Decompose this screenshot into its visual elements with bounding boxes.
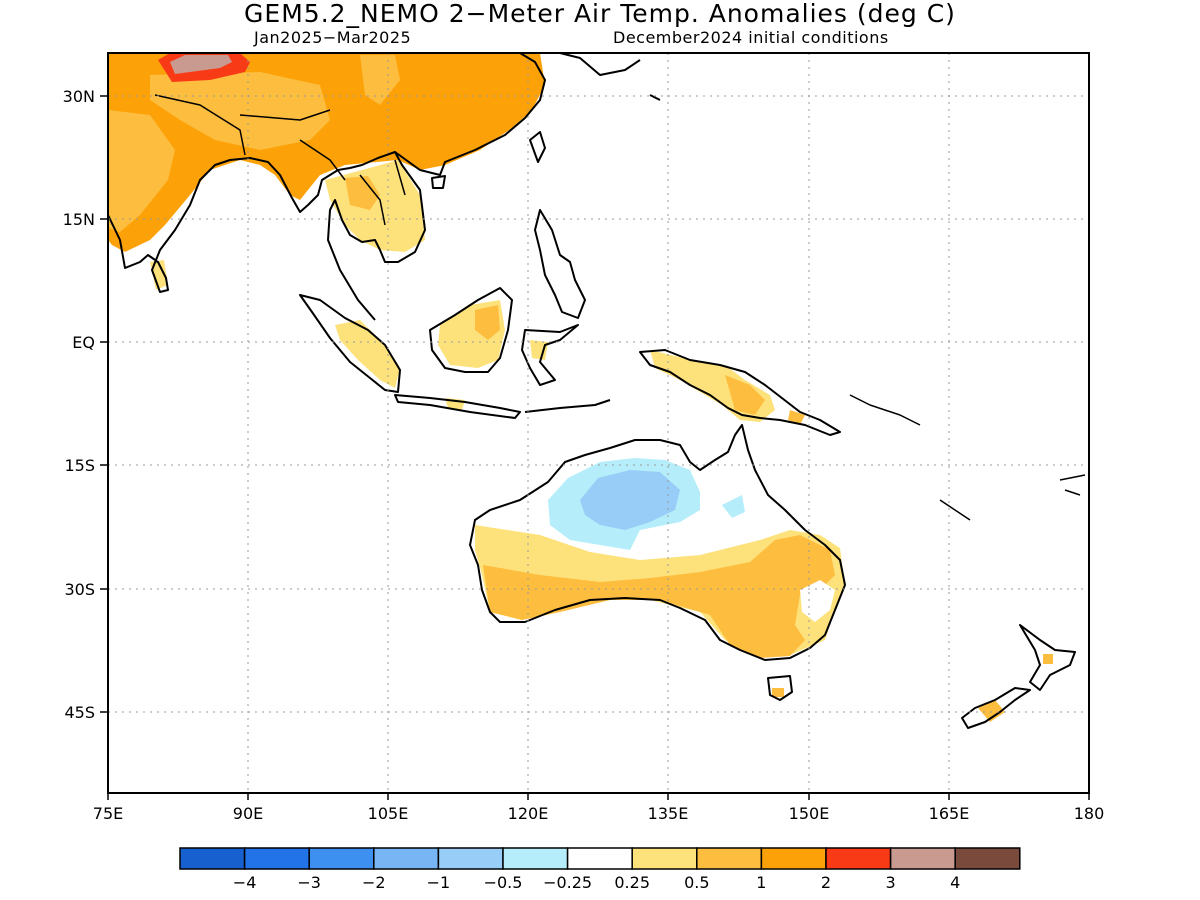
anomaly-region-nz-south <box>978 700 1005 722</box>
coastline-inner-borders <box>154 94 406 226</box>
legend-swatch <box>373 847 440 870</box>
legend-label: −0.25 <box>543 873 592 892</box>
lat-label-30n: 30N <box>63 87 95 106</box>
initial-conditions: December2024 initial conditions <box>613 28 889 47</box>
lat-label-15n: 15N <box>63 210 95 229</box>
lat-label-15s: 15S <box>64 456 95 475</box>
lon-label-90e: 90E <box>233 804 263 823</box>
coastline-nz-north <box>1019 624 1076 691</box>
coastline-tasmania <box>767 675 793 701</box>
anomaly-region-thailand <box>345 176 380 210</box>
legend-swatch <box>760 847 827 870</box>
anomaly-region-png-east <box>788 410 805 425</box>
anomaly-region-sulawesi <box>530 340 548 360</box>
anomaly-region-tasmania <box>772 688 784 697</box>
coastline-pacific-islands <box>849 394 1086 521</box>
legend-swatch <box>825 847 892 870</box>
anomaly-region-sri-lanka <box>150 260 168 290</box>
legend-swatch <box>631 847 698 870</box>
legend-swatch <box>502 847 569 870</box>
forecast-period: Jan2025−Mar2025 <box>254 28 412 47</box>
anomaly-shading <box>108 53 1053 722</box>
anomaly-region-mongolia-peak <box>170 55 232 74</box>
color-legend <box>179 847 1021 870</box>
lon-label-150e: 150E <box>789 804 830 823</box>
lat-label-30s: 30S <box>64 580 95 599</box>
legend-label: 4 <box>950 873 960 892</box>
coastline-china-east <box>394 53 546 176</box>
legend-label: −3 <box>297 873 321 892</box>
axis-ticks <box>100 95 1090 800</box>
anomaly-region-nz-north <box>1043 654 1053 664</box>
lon-label-165e: 165E <box>929 804 970 823</box>
coastline-australia <box>469 424 846 661</box>
coastline-java <box>394 394 521 419</box>
lon-label-120e: 120E <box>508 804 549 823</box>
anomaly-region-china-east <box>360 55 400 105</box>
coastline-hainan <box>431 175 446 189</box>
coastline-philippines <box>534 209 586 319</box>
anomaly-region-sumatra <box>335 320 400 388</box>
legend-labels: −4 −3 −2 −1 −0.5 −0.25 0.25 0.5 1 2 3 4 <box>233 873 960 892</box>
legend-swatch <box>179 847 246 870</box>
anomaly-region-australia-cold <box>580 470 680 530</box>
lat-label-45s: 45S <box>64 703 95 722</box>
legend-swatch <box>566 847 633 870</box>
legend-swatch <box>437 847 504 870</box>
lon-label-180: 180 <box>1074 804 1105 823</box>
legend-label: 2 <box>821 873 831 892</box>
coastline-taiwan <box>529 131 546 163</box>
legend-label: −1 <box>427 873 451 892</box>
anomaly-region-png-core <box>725 375 765 415</box>
legend-label: 0.5 <box>684 873 709 892</box>
lon-label-75e: 75E <box>93 804 123 823</box>
anomaly-region-australia-warm <box>483 535 835 658</box>
coastlines <box>108 53 1086 729</box>
coastline-borneo <box>429 287 513 373</box>
legend-label: −2 <box>362 873 386 892</box>
anomaly-region-qld-cool <box>722 495 745 518</box>
map-frame <box>107 52 1090 794</box>
legend-swatch <box>954 847 1021 870</box>
coastline-sulawesi <box>521 324 579 386</box>
anomaly-region-australia-nsw <box>800 580 835 622</box>
legend-swatch <box>308 847 375 870</box>
legend-label: −0.5 <box>484 873 523 892</box>
lat-label-eq: EQ <box>72 333 95 352</box>
legend-swatch <box>696 847 763 870</box>
lon-label-135e: 135E <box>648 804 689 823</box>
anomaly-region-tibet <box>150 72 330 150</box>
coastline-japan <box>559 53 661 101</box>
anomaly-region-india <box>108 110 175 232</box>
coastline-new-guinea <box>639 349 841 436</box>
legend-swatch <box>243 847 310 870</box>
legend-swatch <box>889 847 956 870</box>
map-title: GEM5.2_NEMO 2−Meter Air Temp. Anomalies … <box>244 0 956 28</box>
gridlines <box>108 53 1089 793</box>
coastline-asia-mainland <box>108 151 426 321</box>
coastline-sumatra <box>299 294 401 393</box>
legend-label: 0.25 <box>614 873 650 892</box>
anomaly-region-borneo-core <box>475 305 500 340</box>
legend-label: 3 <box>886 873 896 892</box>
legend-label: 1 <box>756 873 766 892</box>
lon-label-105e: 105E <box>368 804 409 823</box>
coastline-lesser-sunda <box>524 399 611 413</box>
legend-label: −4 <box>233 873 257 892</box>
coastline-nz-south <box>961 687 1031 729</box>
